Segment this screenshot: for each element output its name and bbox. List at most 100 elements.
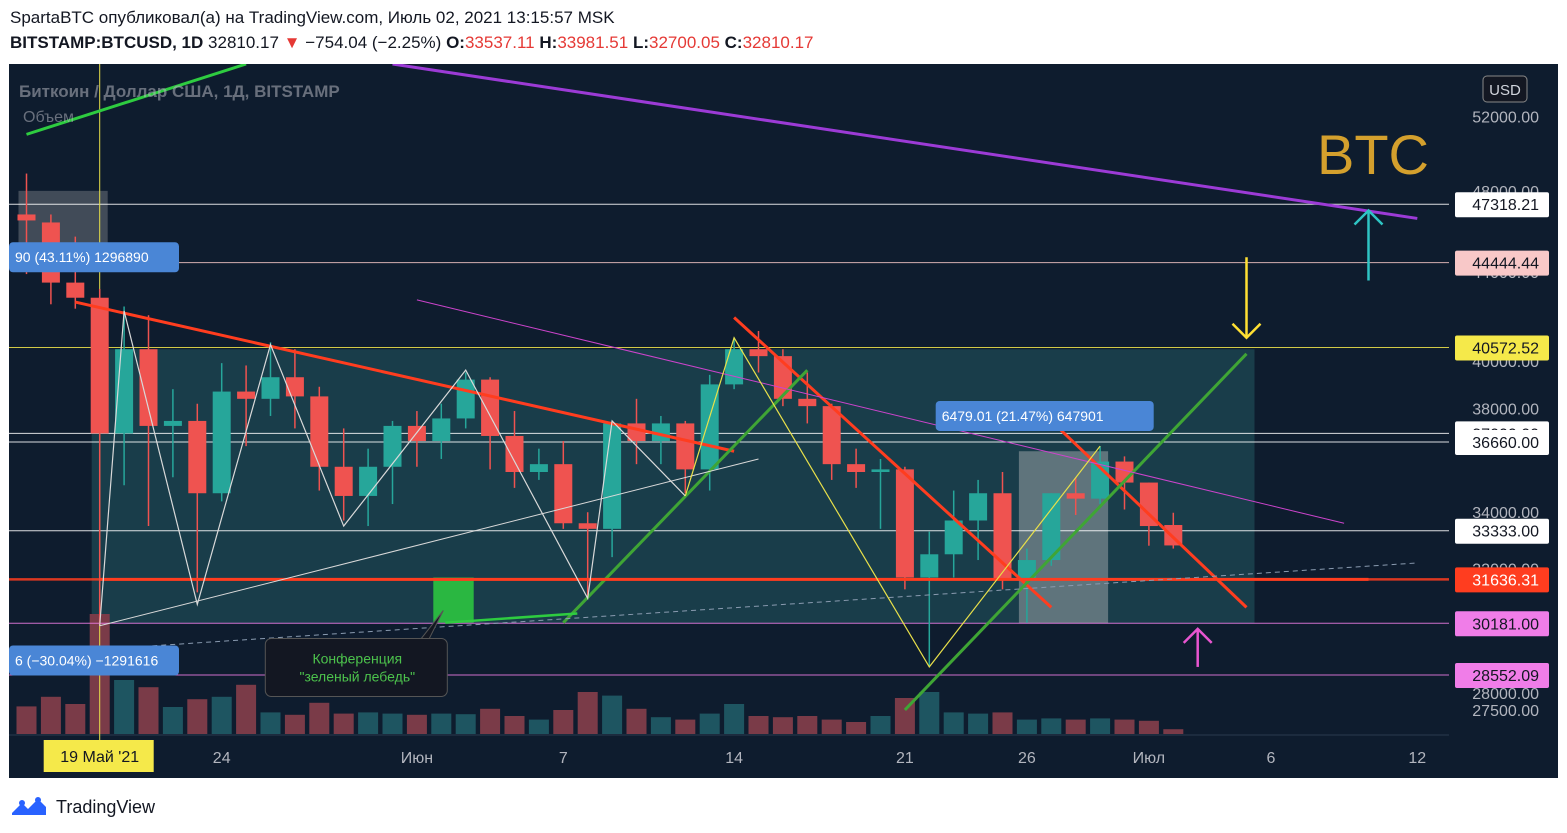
candle-body	[676, 423, 695, 470]
volume-bar	[699, 713, 720, 734]
volume-bar	[358, 712, 379, 734]
candle-body	[1017, 560, 1036, 581]
x-tick-label: 12	[1408, 750, 1426, 767]
arrow-head-1	[1231, 322, 1262, 340]
measure-label-box-0	[9, 242, 179, 273]
candle-body	[578, 523, 597, 529]
volume-bar	[1016, 719, 1037, 734]
volume-bar	[16, 706, 37, 734]
volume-bar	[675, 719, 696, 734]
price-level-label-7: 30181.00	[1472, 616, 1539, 633]
high-label: H:	[539, 33, 558, 52]
price-level-badge-1	[1455, 250, 1549, 276]
volume-bar	[1114, 719, 1135, 734]
measure-label-box-2	[935, 400, 1154, 431]
volume-bar	[162, 707, 183, 734]
volume-bar	[504, 716, 525, 734]
price-level-badge-4	[1455, 430, 1549, 456]
annotation-text-line2: "зеленый лебедь"	[300, 668, 416, 684]
chart-area[interactable]: Конференция "зеленый лебедь" 90 (43.11%) 1…	[9, 64, 1558, 778]
candle-body	[749, 349, 768, 357]
price-level-label-0: 47318.21	[1472, 197, 1539, 214]
volume-bar	[650, 717, 671, 734]
close-label: C:	[724, 33, 743, 52]
candle-body	[920, 554, 939, 578]
low-label: L:	[632, 33, 649, 52]
trendline-3	[733, 316, 1053, 609]
x-tick-label: 7	[559, 750, 568, 767]
volume-bar	[187, 699, 208, 734]
measure-label-box-1	[9, 645, 179, 676]
crosshair-time-badge	[43, 740, 154, 772]
x-tick-label: 26	[1018, 750, 1036, 767]
candle-body	[139, 349, 158, 426]
annotation-bubble	[264, 637, 448, 697]
candle-body	[603, 423, 622, 529]
symbol-label[interactable]: BITSTAMP:BTCUSD, 1D	[10, 33, 204, 52]
volume-bar	[236, 684, 257, 734]
arrow-head-0	[1353, 208, 1384, 226]
tradingview-logo-icon[interactable]	[10, 796, 48, 818]
volume-bar	[1138, 720, 1159, 734]
price-level-label-2: 40572.52	[1472, 341, 1539, 358]
open-label: O:	[446, 33, 465, 52]
annotation-text-line1: Конференция	[312, 650, 402, 666]
chart-subtitle: Объем	[23, 109, 74, 126]
volume-bar	[333, 713, 354, 734]
candle-body	[1139, 482, 1158, 527]
price-level-badge-2	[1455, 335, 1549, 361]
y-tick-label: 52000.00	[1472, 109, 1539, 126]
volume-bar	[1065, 719, 1086, 734]
volume-bar	[992, 712, 1013, 734]
candle-body	[90, 297, 109, 434]
high-value: 33981.51	[557, 33, 629, 52]
volume-bar	[846, 722, 867, 734]
candle-body	[359, 466, 378, 496]
last-price: 32810.17	[208, 33, 279, 52]
price-axis-background	[1449, 64, 1558, 778]
candle-body	[798, 398, 817, 407]
price-level-badge-8	[1455, 662, 1549, 688]
candle-body	[847, 464, 866, 473]
close-value: 32810.17	[742, 33, 814, 52]
footer: TradingView	[10, 792, 155, 822]
volume-bar	[870, 716, 891, 734]
price-change: −754.04 (−2.25%)	[305, 33, 442, 52]
currency-badge	[1482, 75, 1528, 103]
header-quote-line: BITSTAMP:BTCUSD, 1D 32810.17 ▼ −754.04 (…	[10, 33, 814, 53]
candle-body	[529, 464, 548, 473]
volume-bar	[553, 710, 574, 734]
candle-body	[871, 469, 890, 473]
volume-bar	[577, 692, 598, 734]
volume-bar	[626, 708, 647, 734]
volume-bar	[114, 680, 135, 734]
candle-body	[505, 435, 524, 473]
volume-bar	[260, 712, 281, 734]
measure-label-text-1: 6 (−30.04%) −1291616	[15, 652, 158, 668]
candle-body	[188, 420, 207, 494]
volume-bar	[406, 714, 427, 734]
price-level-badge-7	[1455, 611, 1549, 637]
volume-bar	[528, 719, 549, 734]
volume-bar	[1163, 729, 1184, 734]
volume-bar	[772, 717, 793, 734]
volume-bar	[821, 719, 842, 734]
candle-body	[17, 214, 36, 221]
volume-bar	[797, 716, 818, 734]
y-tick-label: 34000.00	[1472, 505, 1539, 522]
candlestick-chart[interactable]: Конференция "зеленый лебедь" 90 (43.11%) 1…	[9, 64, 1558, 778]
volume-bar	[455, 714, 476, 734]
footer-brand[interactable]: TradingView	[56, 796, 156, 817]
y-tick-label: 27500.00	[1472, 703, 1539, 720]
candle-body	[432, 418, 451, 442]
volume-bar	[943, 712, 964, 734]
candle-body	[627, 423, 646, 442]
zigzag-line-1	[684, 336, 1101, 668]
x-tick-label: 24	[213, 750, 231, 767]
candle-body	[237, 391, 256, 399]
volume-bar	[309, 702, 330, 734]
volume-bar	[65, 704, 86, 734]
volume-bar	[724, 704, 745, 734]
price-level-label-4: 36660.00	[1472, 435, 1539, 452]
x-tick-label: Июл	[1133, 750, 1165, 767]
